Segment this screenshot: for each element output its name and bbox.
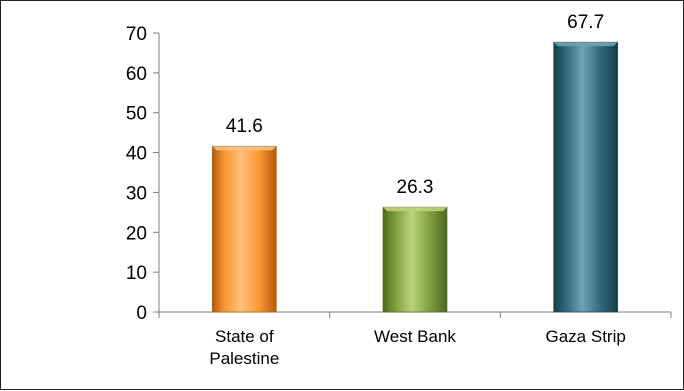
y-tick-label: 30 [126,183,147,204]
category-label-line: Gaza Strip [546,327,626,346]
y-tick-label: 0 [136,303,147,324]
y-tick-label: 70 [126,24,147,45]
y-tick-label: 60 [126,64,147,85]
data-labels: 41.6 26.3 67.7 [226,12,604,198]
bar-body [212,145,277,313]
bar-bevel [212,146,277,151]
bar [553,41,618,313]
data-label: 26.3 [397,177,434,198]
bar-body [382,206,448,313]
bar-bevel [383,207,447,212]
y-tick-label: 20 [126,223,147,244]
bar-bevel [553,42,618,47]
bar [382,206,448,313]
data-label: 41.6 [226,116,263,137]
category-label: West Bank [374,327,456,346]
category-label: State of Palestine [209,327,279,368]
bar-body [553,41,618,313]
category-label-line: Palestine [209,349,279,368]
y-axis: 0 10 20 30 40 50 60 70 [126,24,160,324]
bar [212,145,277,313]
y-tick-label: 50 [126,104,147,125]
category-label-line: West Bank [374,327,456,346]
bars [212,41,618,313]
data-label: 67.7 [567,12,604,33]
x-axis: State of Palestine West Bank Gaza Strip [158,311,672,368]
category-label-line: State of [215,327,274,346]
y-tick-label: 10 [126,263,147,284]
category-label: Gaza Strip [546,327,626,346]
y-tick-label: 40 [126,144,147,165]
